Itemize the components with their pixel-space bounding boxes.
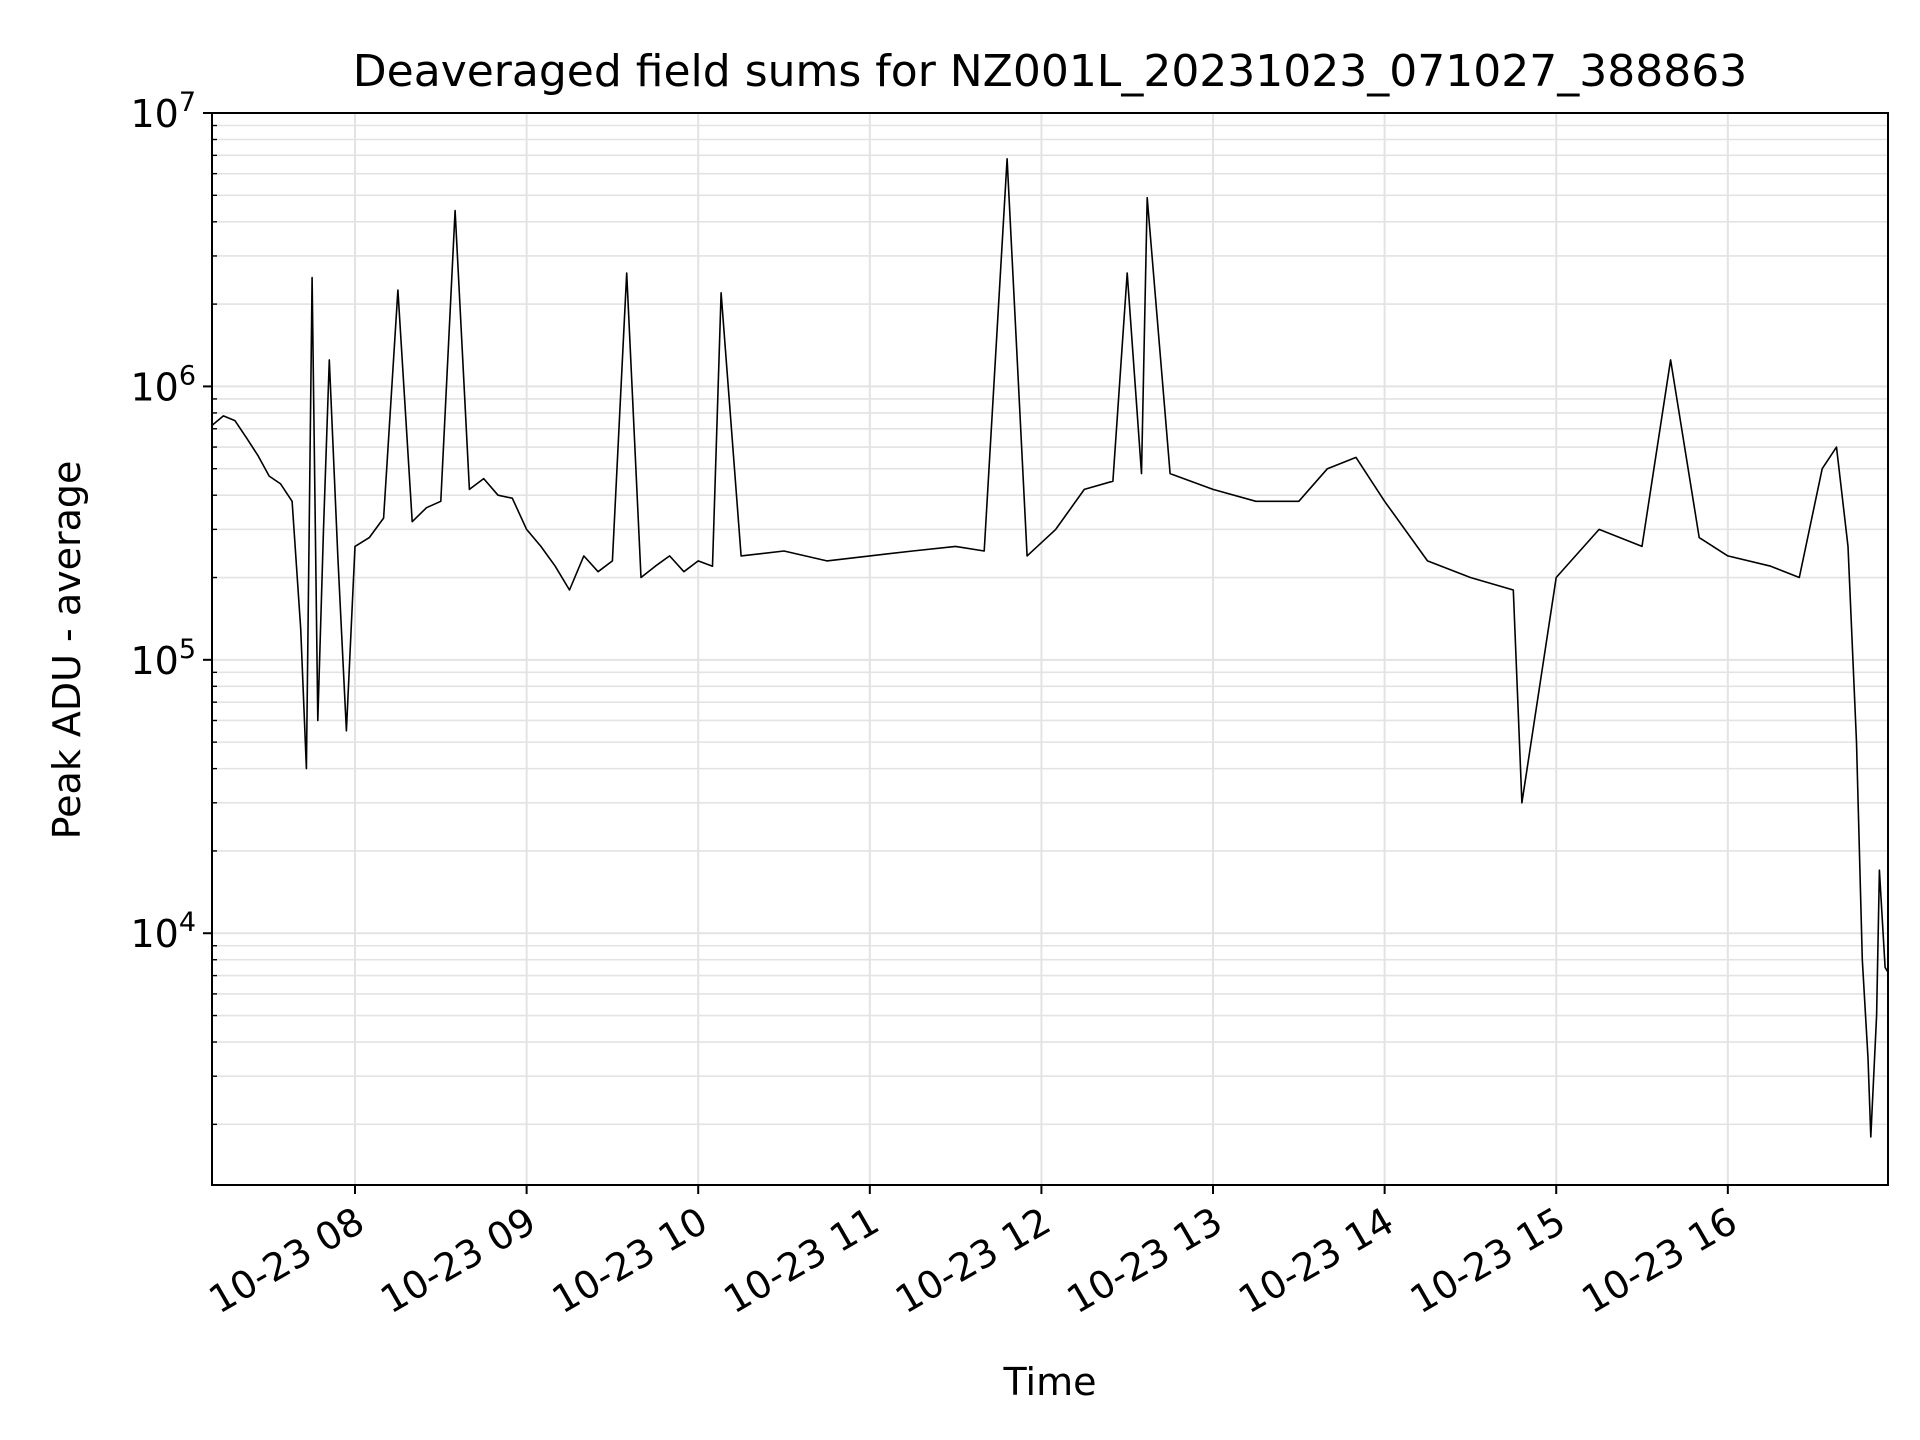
series-layer [211, 158, 1889, 1138]
x-axis-label: Time [1003, 1360, 1097, 1404]
chart-title: Deaveraged field sums for NZ001L_2023102… [353, 46, 1747, 97]
y-tick-label: 104 [130, 907, 196, 956]
y-tick-label: 107 [130, 87, 196, 136]
series-line [211, 158, 1889, 1138]
y-tick-label: 106 [130, 360, 196, 409]
y-axis-label: Peak ADU - average [45, 461, 89, 840]
plot-frame [211, 112, 1889, 1186]
y-tick-label: 105 [130, 634, 196, 683]
y-axis: 104 105 106 107 [130, 87, 217, 1126]
